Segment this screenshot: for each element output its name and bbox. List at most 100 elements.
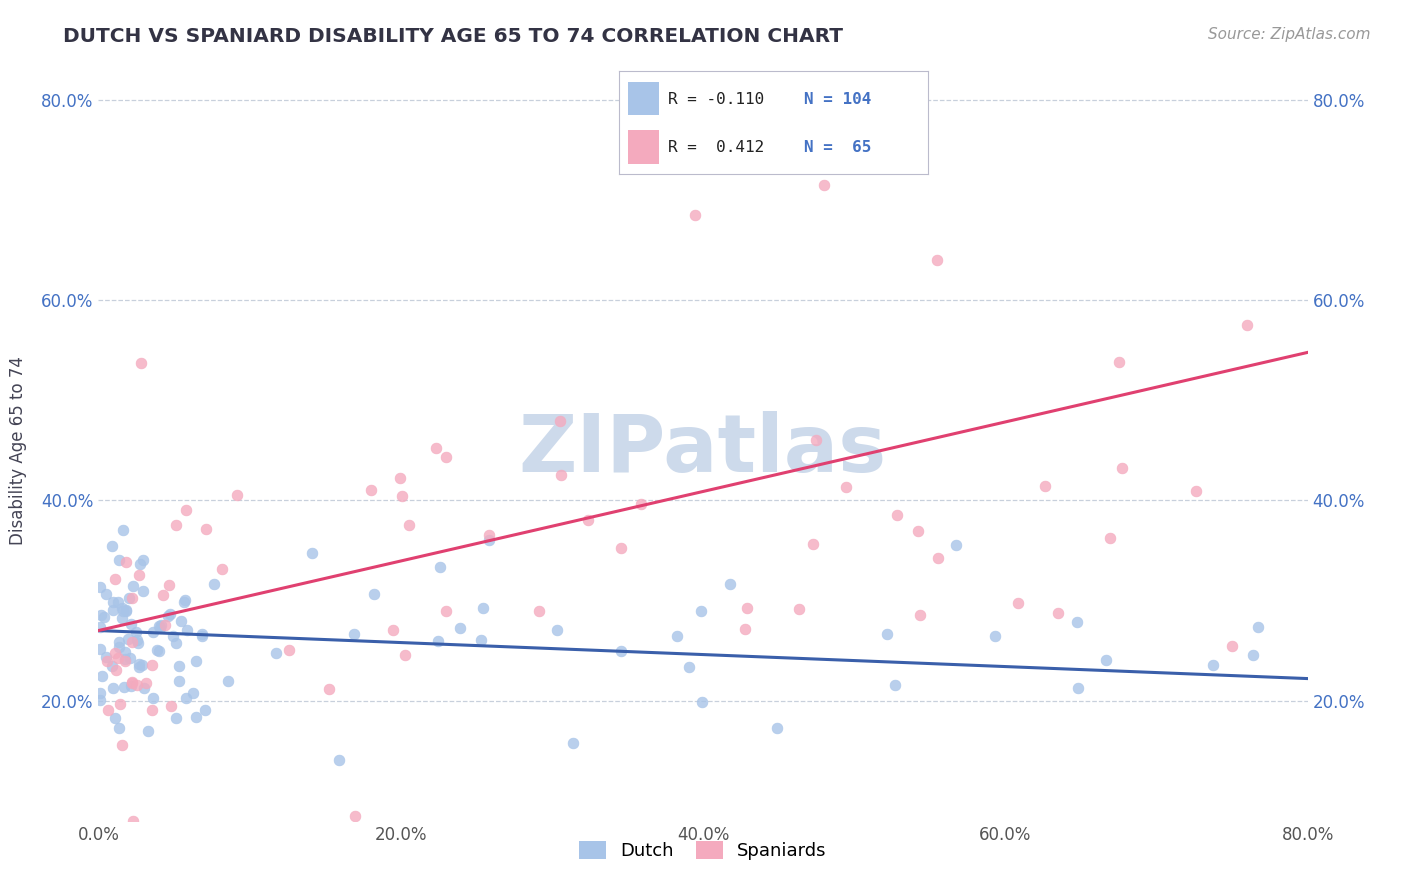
- Point: [718, 577, 741, 591]
- Point: [174, 592, 197, 607]
- Point: [1108, 354, 1130, 368]
- Point: [114, 555, 136, 569]
- Point: [104, 573, 127, 587]
- Point: [141, 658, 163, 673]
- Point: [610, 541, 633, 556]
- Point: [97, 703, 120, 717]
- Point: [96, 587, 118, 601]
- Point: [1241, 648, 1264, 662]
- Point: [548, 414, 571, 428]
- Point: [191, 627, 214, 641]
- Point: [111, 523, 134, 537]
- Point: [734, 622, 756, 636]
- Point: [89, 693, 111, 707]
- Point: [152, 588, 174, 602]
- Point: [174, 503, 197, 517]
- Point: [610, 643, 633, 657]
- Point: [1047, 606, 1070, 620]
- Point: [104, 663, 127, 677]
- Point: [135, 676, 157, 690]
- Point: [343, 626, 366, 640]
- Point: [735, 600, 758, 615]
- Point: [156, 608, 179, 623]
- Point: [834, 480, 856, 494]
- Point: [121, 674, 143, 689]
- Point: [398, 518, 420, 533]
- Point: [112, 604, 135, 618]
- Point: [125, 625, 148, 640]
- Point: [165, 711, 187, 725]
- Point: [101, 540, 124, 554]
- Point: [127, 678, 149, 692]
- Point: [394, 648, 416, 663]
- Point: [211, 561, 233, 575]
- Point: [1111, 461, 1133, 475]
- Point: [434, 450, 457, 465]
- Point: [90, 669, 112, 683]
- Text: N =  65: N = 65: [804, 140, 872, 155]
- Point: [478, 528, 501, 542]
- Point: [546, 623, 568, 637]
- Point: [101, 681, 124, 695]
- Point: [108, 721, 131, 735]
- Point: [117, 632, 139, 646]
- Point: [561, 737, 583, 751]
- Point: [813, 178, 835, 193]
- Point: [150, 618, 173, 632]
- Point: [107, 595, 129, 609]
- Point: [1236, 318, 1258, 333]
- Point: [132, 553, 155, 567]
- Point: [450, 621, 472, 635]
- Point: [108, 552, 131, 566]
- Point: [529, 604, 551, 618]
- Point: [389, 471, 412, 485]
- Point: [945, 537, 967, 551]
- Point: [165, 636, 187, 650]
- Point: [478, 533, 501, 547]
- Point: [360, 483, 382, 497]
- Point: [122, 814, 145, 828]
- Point: [100, 659, 122, 673]
- Point: [129, 355, 152, 369]
- Point: [112, 680, 135, 694]
- Point: [89, 686, 111, 700]
- Point: [264, 646, 287, 660]
- Point: [1185, 483, 1208, 498]
- Point: [148, 644, 170, 658]
- Point: [191, 629, 214, 643]
- Point: [142, 625, 165, 640]
- Point: [789, 602, 811, 616]
- Point: [425, 441, 447, 455]
- Point: [1098, 531, 1121, 545]
- Point: [129, 557, 152, 571]
- Point: [471, 601, 494, 615]
- Point: [883, 678, 905, 692]
- Point: [148, 619, 170, 633]
- Point: [689, 604, 711, 618]
- Point: [1094, 652, 1116, 666]
- Point: [1066, 681, 1088, 695]
- Point: [136, 724, 159, 739]
- Point: [217, 674, 239, 689]
- Point: [141, 703, 163, 717]
- Point: [678, 659, 700, 673]
- Point: [162, 629, 184, 643]
- Point: [984, 629, 1007, 643]
- Point: [927, 253, 949, 268]
- Point: [159, 607, 181, 621]
- Point: [104, 711, 127, 725]
- Point: [301, 546, 323, 560]
- Point: [118, 591, 141, 605]
- Point: [125, 633, 148, 648]
- Point: [804, 434, 827, 448]
- Point: [115, 604, 138, 618]
- Point: [328, 753, 350, 767]
- Point: [202, 577, 225, 591]
- Point: [131, 657, 153, 672]
- Point: [90, 607, 112, 622]
- Point: [96, 650, 118, 665]
- Point: [128, 568, 150, 582]
- Point: [89, 620, 111, 634]
- Point: [429, 560, 451, 574]
- Point: [107, 635, 129, 649]
